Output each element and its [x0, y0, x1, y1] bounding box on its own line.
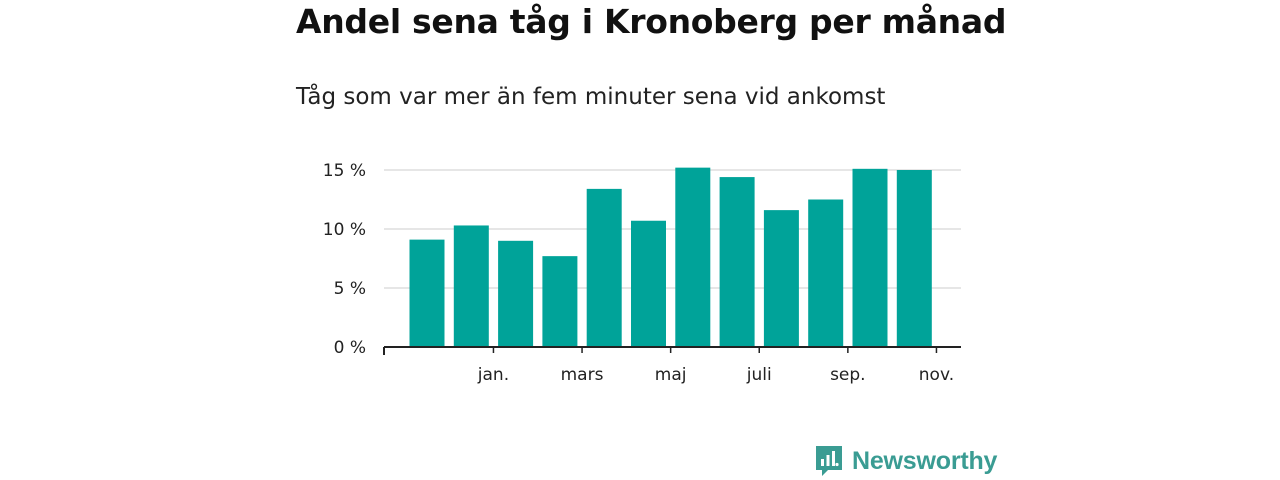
bar-sep	[808, 199, 844, 347]
chart-subtitle: Tåg som var mer än fem minuter sena vid …	[296, 84, 886, 110]
x-tick-label: sep.	[830, 365, 866, 385]
newsworthy-brand: Newsworthy	[814, 444, 997, 478]
y-tick-label: 15 %	[323, 161, 366, 181]
bar-dec	[409, 239, 445, 347]
bar-aug	[763, 210, 799, 347]
x-tick-label: mars	[561, 365, 604, 385]
bar-juli	[719, 177, 755, 347]
bar-feb	[498, 240, 534, 347]
x-axis	[383, 346, 961, 355]
bar-apr	[586, 188, 622, 347]
y-tick-label: 0 %	[334, 338, 366, 358]
bar-jan	[453, 225, 489, 347]
x-tick-label: maj	[655, 365, 687, 385]
brand-name: Newsworthy	[852, 446, 998, 475]
bars	[409, 167, 932, 347]
bar-mars	[542, 256, 578, 347]
x-tick-label: nov.	[919, 365, 954, 385]
x-axis-labels: jan. mars maj juli sep. nov.	[477, 365, 954, 385]
bar-juni	[675, 167, 711, 347]
chart-title: Andel sena tåg i Kronoberg per månad	[296, 2, 1007, 41]
x-tick-label: juli	[746, 365, 772, 385]
y-axis-labels: 0 % 5 % 10 % 15 %	[323, 161, 366, 358]
y-tick-label: 5 %	[334, 279, 366, 299]
x-tick-label: jan.	[477, 365, 509, 385]
newsworthy-logo-icon	[816, 446, 842, 476]
bar-okt	[852, 168, 888, 347]
bar-nov	[896, 170, 932, 347]
y-tick-label: 10 %	[323, 220, 366, 240]
bar-maj	[631, 220, 666, 347]
